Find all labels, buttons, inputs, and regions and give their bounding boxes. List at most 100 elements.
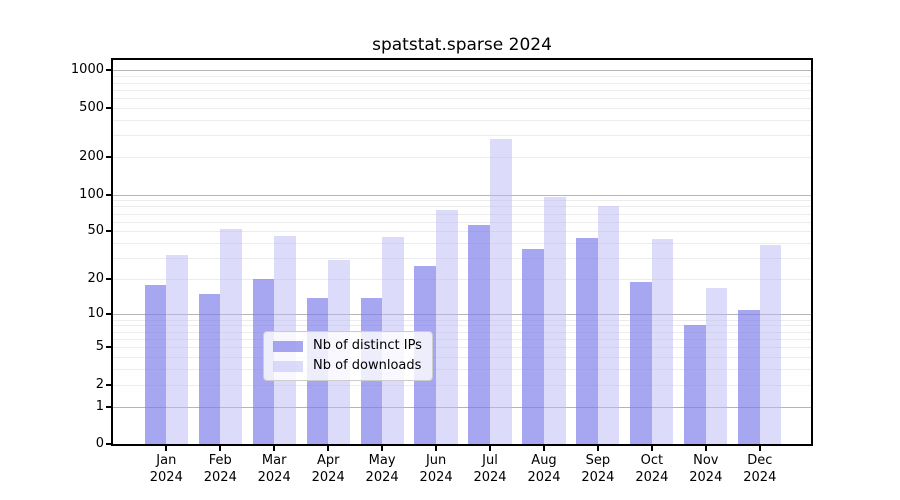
- y-tick-label-10: 10: [87, 306, 104, 322]
- x-tick-year: 2024: [149, 470, 183, 485]
- gridline-800: [113, 82, 811, 84]
- y-tick-0: [106, 443, 111, 445]
- gridline-400: [113, 119, 811, 121]
- x-tick-label-aug: Aug 2024: [516, 452, 572, 486]
- x-tick-may: [381, 446, 384, 451]
- x-tick-sep: [596, 446, 599, 451]
- bar-distinct-ips-feb: [198, 294, 221, 444]
- y-tick-50: [106, 230, 111, 233]
- gridline-9: [113, 319, 811, 321]
- x-tick-year: 2024: [419, 470, 453, 485]
- legend-label-distinct-ips: Nb of distinct IPs: [313, 338, 422, 353]
- gridline-4: [113, 357, 811, 358]
- y-tick-label-200: 200: [79, 149, 104, 165]
- y-tick-label-50: 50: [87, 223, 104, 239]
- bar-distinct-ips-nov: [684, 325, 706, 444]
- x-tick-label-oct: Oct 2024: [624, 452, 680, 486]
- gridline-20: [113, 279, 811, 281]
- legend-swatch-distinct-ips: [273, 340, 303, 352]
- gridline-100: [113, 194, 811, 196]
- y-tick-100: [106, 193, 111, 196]
- y-tick-20: [106, 278, 111, 281]
- x-tick-jul: [489, 446, 491, 451]
- bar-distinct-ips-jan: [144, 284, 167, 444]
- gridline-5: [113, 347, 811, 349]
- y-tick-200: [106, 156, 111, 159]
- gridline-7: [113, 331, 811, 333]
- gridline-700: [113, 89, 811, 91]
- bar-downloads-jan: [166, 254, 188, 444]
- x-tick-month: Jul: [482, 453, 498, 468]
- y-tick-2: [106, 383, 111, 386]
- bar-distinct-ips-oct: [630, 282, 652, 444]
- x-tick-label-nov: Nov 2024: [678, 452, 734, 486]
- gridline-70: [113, 213, 811, 215]
- x-tick-month: Sep: [585, 453, 611, 468]
- bar-downloads-sep: [597, 205, 620, 444]
- gridline-1: [113, 406, 811, 408]
- gridline-40: [113, 243, 811, 245]
- y-tick-label-100: 100: [79, 186, 104, 202]
- y-tick-500: [106, 106, 111, 109]
- x-tick-year: 2024: [257, 470, 291, 485]
- x-tick-year: 2024: [203, 470, 237, 485]
- x-tick-nov: [704, 446, 707, 451]
- legend: Nb of distinct IPs Nb of downloads: [263, 331, 433, 381]
- x-tick-year: 2024: [365, 470, 399, 485]
- bar-downloads-oct: [651, 239, 674, 444]
- x-tick-label-jan: Jan 2024: [138, 452, 194, 486]
- gridline-900: [113, 76, 811, 78]
- x-tick-month: Apr: [316, 453, 340, 468]
- x-tick-mar: [273, 446, 276, 451]
- plot-area: [113, 60, 811, 444]
- y-tick-label-20: 20: [87, 271, 104, 287]
- y-tick-label-500: 500: [79, 99, 104, 115]
- x-tick-year: 2024: [473, 470, 507, 485]
- gridline-600: [113, 98, 811, 99]
- x-tick-label-feb: Feb 2024: [192, 452, 248, 486]
- bar-distinct-ips-jul: [468, 225, 490, 444]
- x-tick-month: Mar: [261, 453, 287, 468]
- x-tick-feb: [219, 446, 222, 451]
- x-tick-month: Oct: [640, 453, 664, 468]
- gridline-10: [113, 314, 811, 316]
- x-tick-aug: [543, 446, 545, 451]
- x-tick-label-apr: Apr 2024: [300, 452, 356, 486]
- x-tick-month: Jun: [425, 453, 447, 468]
- x-tick-apr: [327, 446, 330, 451]
- gridline-30: [113, 258, 811, 260]
- y-tick-label-1000: 1000: [70, 62, 104, 78]
- gridline-90: [113, 200, 811, 202]
- legend-item-distinct-ips: Nb of distinct IPs: [273, 338, 422, 354]
- gridline-8: [113, 325, 811, 327]
- bar-distinct-ips-dec: [738, 309, 760, 444]
- bar-downloads-jul: [490, 139, 512, 444]
- x-tick-month: Feb: [208, 453, 232, 468]
- x-tick-jan: [165, 446, 168, 451]
- x-tick-label-mar: Mar 2024: [246, 452, 302, 486]
- bar-downloads-feb: [220, 229, 242, 444]
- x-tick-year: 2024: [581, 470, 615, 485]
- x-tick-year: 2024: [635, 470, 669, 485]
- x-tick-year: 2024: [743, 470, 777, 485]
- bar-distinct-ips-sep: [576, 238, 598, 444]
- chart-title: spatstat.sparse 2024: [372, 35, 552, 55]
- bar-downloads-nov: [705, 287, 728, 444]
- x-tick-dec: [758, 446, 761, 451]
- gridline-3: [113, 369, 811, 370]
- y-tick-label-2: 2: [95, 376, 104, 392]
- bar-downloads-aug: [544, 196, 566, 444]
- x-tick-month: Dec: [747, 453, 773, 468]
- gridline-80: [113, 206, 811, 208]
- x-tick-label-may: May 2024: [354, 452, 410, 486]
- x-tick-month: Nov: [693, 453, 719, 468]
- legend-item-downloads: Nb of downloads: [273, 358, 422, 374]
- legend-label-downloads: Nb of downloads: [313, 358, 422, 373]
- x-tick-year: 2024: [311, 470, 345, 485]
- y-tick-5: [106, 346, 111, 349]
- gridline-300: [113, 135, 811, 137]
- x-tick-jun: [435, 446, 438, 451]
- x-tick-year: 2024: [689, 470, 723, 485]
- x-tick-year: 2024: [527, 470, 561, 485]
